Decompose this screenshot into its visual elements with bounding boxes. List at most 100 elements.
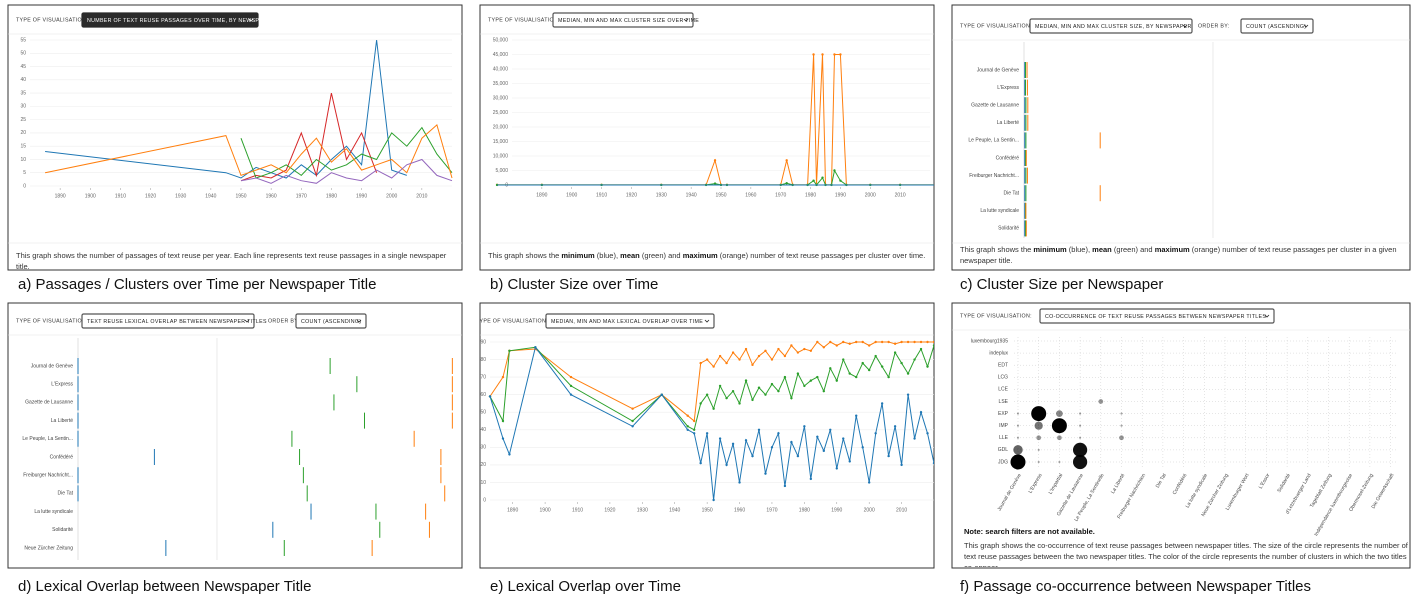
series-marker [692, 428, 696, 431]
x-tick-label: 1900 [540, 507, 551, 513]
series-marker [861, 340, 864, 344]
series-marker [660, 393, 663, 396]
dropdown[interactable] [1039, 308, 1275, 324]
series-line [44, 123, 453, 179]
series-marker [713, 159, 717, 162]
panel-caption: c) Cluster Size per Newspaper [960, 276, 1163, 293]
y-tick-label: 50 [20, 51, 26, 57]
series-marker [887, 454, 890, 458]
category-label: Neue Zürcher Zeitung [24, 545, 73, 551]
bubble [1051, 418, 1067, 434]
series-marker [783, 354, 787, 358]
description: This graph shows the number of passages … [16, 250, 456, 269]
series-marker [738, 481, 741, 484]
x-tick-label: 1920 [604, 507, 615, 513]
series-marker [770, 382, 774, 386]
y-tick-label: 90 [480, 339, 486, 345]
bubble [1016, 412, 1020, 415]
dropdown[interactable] [81, 12, 259, 28]
dropdown[interactable] [552, 12, 694, 28]
category-label: Die Tat [58, 491, 74, 497]
series-marker [569, 375, 573, 379]
bubble [1031, 406, 1047, 422]
control-label: TYPE OF VISUALISATION: [16, 17, 88, 23]
series-marker [705, 432, 709, 435]
series-marker [508, 453, 511, 456]
series-marker [880, 365, 884, 368]
dropdown-chevron [683, 18, 689, 22]
series-marker [803, 384, 806, 388]
panel-frame [951, 302, 1411, 569]
x-tick-label: 1970 [766, 507, 777, 513]
y-category-label: GDL [998, 447, 1009, 453]
dropdown-value: CO-OCCURRENCE OF TEXT REUSE PASSAGES BET… [1045, 314, 1266, 320]
dropdown[interactable] [295, 313, 367, 329]
x-tick-label: 1890 [536, 192, 547, 198]
y-category-label: JDG [998, 459, 1008, 465]
series-marker [887, 375, 890, 379]
y-tick-label: 50 [480, 410, 486, 416]
series-marker [835, 379, 838, 382]
series-marker [744, 347, 748, 351]
series-marker [508, 349, 511, 352]
series-marker [829, 367, 832, 370]
dropdown[interactable] [81, 313, 255, 329]
description-emphasis: mean [620, 251, 640, 260]
series-marker [906, 393, 910, 396]
category-label: Le Peuple, La Sentin... [968, 138, 1019, 144]
series-marker [699, 361, 702, 365]
series-marker [855, 375, 858, 379]
dropdown-value: MEDIAN, MIN AND MAX CLUSTER SIZE OVER TI… [558, 18, 699, 24]
series-marker [880, 402, 884, 405]
series-marker [809, 477, 813, 481]
series-marker [848, 460, 851, 463]
y-category-label: EDT [998, 363, 1008, 369]
bubble [1016, 424, 1020, 427]
series-marker [699, 461, 702, 465]
series-marker [777, 432, 780, 435]
y-category-label: luxembourg1935 [971, 338, 1008, 344]
series-marker [777, 389, 780, 393]
x-tick-label: 1940 [205, 193, 216, 199]
x-tick-label: 1900 [566, 192, 577, 198]
series-marker [822, 346, 826, 349]
category-label: L'Express [997, 85, 1019, 91]
series-marker [809, 379, 813, 382]
category-label: Freiburger Nachricht... [969, 173, 1019, 179]
series-marker [821, 176, 824, 179]
series-marker [764, 349, 767, 352]
dropdown[interactable] [1029, 18, 1193, 34]
x-tick-label: 2010 [896, 507, 907, 513]
y-category-label: LSE [999, 399, 1009, 405]
control-label: TYPE OF VISUALISATION: [16, 318, 88, 324]
series-marker [712, 365, 715, 368]
x-tick-label: 1930 [175, 193, 186, 199]
description-text: (orange) number of text reuse passages p… [717, 251, 926, 260]
dropdown[interactable] [545, 313, 715, 329]
series-marker [790, 396, 793, 400]
y-tick-label: 40 [480, 427, 486, 433]
category-label: Gazette de Lausanne [971, 103, 1019, 109]
y-tick-label: 80 [480, 357, 486, 363]
y-tick-label: 55 [20, 37, 26, 43]
x-tick-label: 1940 [686, 192, 697, 198]
series-marker [809, 349, 813, 352]
series-marker [731, 351, 735, 354]
series-marker [757, 428, 761, 431]
dropdown-value: COUNT (ASCENDING) [1246, 24, 1306, 30]
series-marker [900, 340, 903, 344]
category-label: Confédéré [50, 454, 74, 460]
y-tick-label: 30,000 [493, 95, 509, 101]
series-marker [833, 53, 836, 56]
y-category-label: LLE [999, 435, 1009, 441]
panel-frame [7, 4, 463, 271]
series-marker [725, 396, 728, 400]
y-tick-label: 10 [480, 480, 486, 486]
description: This graph shows the minimum (blue), mea… [488, 250, 928, 269]
bubble [1072, 454, 1088, 470]
category-label: Gazette de Lausanne [25, 400, 73, 406]
series-marker [501, 419, 505, 423]
x-tick-label: 1960 [266, 193, 277, 199]
dropdown[interactable] [1240, 18, 1314, 34]
dropdown-value: TEXT REUSE LEXICAL OVERLAP BETWEEN NEWSP… [87, 319, 267, 325]
